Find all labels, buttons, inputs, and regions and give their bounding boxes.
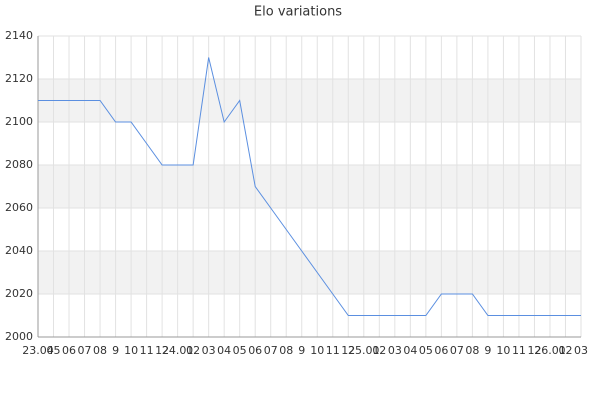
y-tick-label: 2080: [5, 158, 33, 171]
x-tick-label: 23.04: [22, 344, 54, 357]
x-tick-label: 9: [484, 344, 491, 357]
y-tick-label: 2140: [5, 29, 33, 42]
x-tick-label: 03: [388, 344, 402, 357]
x-tick-label: 10: [310, 344, 324, 357]
y-tick-label: 2060: [5, 201, 33, 214]
x-tick-label: 08: [465, 344, 479, 357]
x-tick-label: 9: [112, 344, 119, 357]
x-tick-label: 03: [202, 344, 216, 357]
y-tick-label: 2040: [5, 244, 33, 257]
x-tick-label: 08: [93, 344, 107, 357]
y-tick-label: 2000: [5, 330, 33, 343]
chart-title: Elo variations: [254, 5, 342, 20]
x-tick-label: 02: [372, 344, 386, 357]
x-tick-label: 12: [341, 344, 355, 357]
x-tick-label: 11: [512, 344, 526, 357]
x-tick-label: 25.01: [348, 344, 380, 357]
x-tick-label: 10: [496, 344, 510, 357]
x-tick-label: 26.01: [534, 344, 566, 357]
x-tick-label: 10: [124, 344, 138, 357]
grid-band: [38, 165, 581, 208]
x-tick-label: 08: [279, 344, 293, 357]
x-tick-label: 04: [403, 344, 417, 357]
x-tick-label: 12: [155, 344, 169, 357]
x-tick-label: 02: [558, 344, 572, 357]
x-tick-label: 05: [419, 344, 433, 357]
y-tick-label: 2020: [5, 287, 33, 300]
x-tick-label: 07: [450, 344, 464, 357]
x-tick-label: 07: [78, 344, 92, 357]
x-tick-label: 24.01: [162, 344, 194, 357]
y-tick-label: 2100: [5, 115, 33, 128]
x-tick-label: 05: [233, 344, 247, 357]
x-tick-label: 06: [248, 344, 262, 357]
x-tick-label: 03: [574, 344, 588, 357]
grid-band: [38, 251, 581, 294]
x-tick-label: 07: [264, 344, 278, 357]
x-tick-label: 05: [47, 344, 61, 357]
x-tick-label: 02: [186, 344, 200, 357]
grid-band: [38, 79, 581, 122]
x-tick-label: 04: [217, 344, 231, 357]
x-tick-label: 11: [140, 344, 154, 357]
x-tick-label: 06: [434, 344, 448, 357]
y-tick-label: 2120: [5, 72, 33, 85]
x-tick-label: 11: [326, 344, 340, 357]
x-tick-label: 06: [62, 344, 76, 357]
line: [38, 57, 581, 316]
x-tick-label: 12: [527, 344, 541, 357]
x-tick-label: 9: [298, 344, 305, 357]
